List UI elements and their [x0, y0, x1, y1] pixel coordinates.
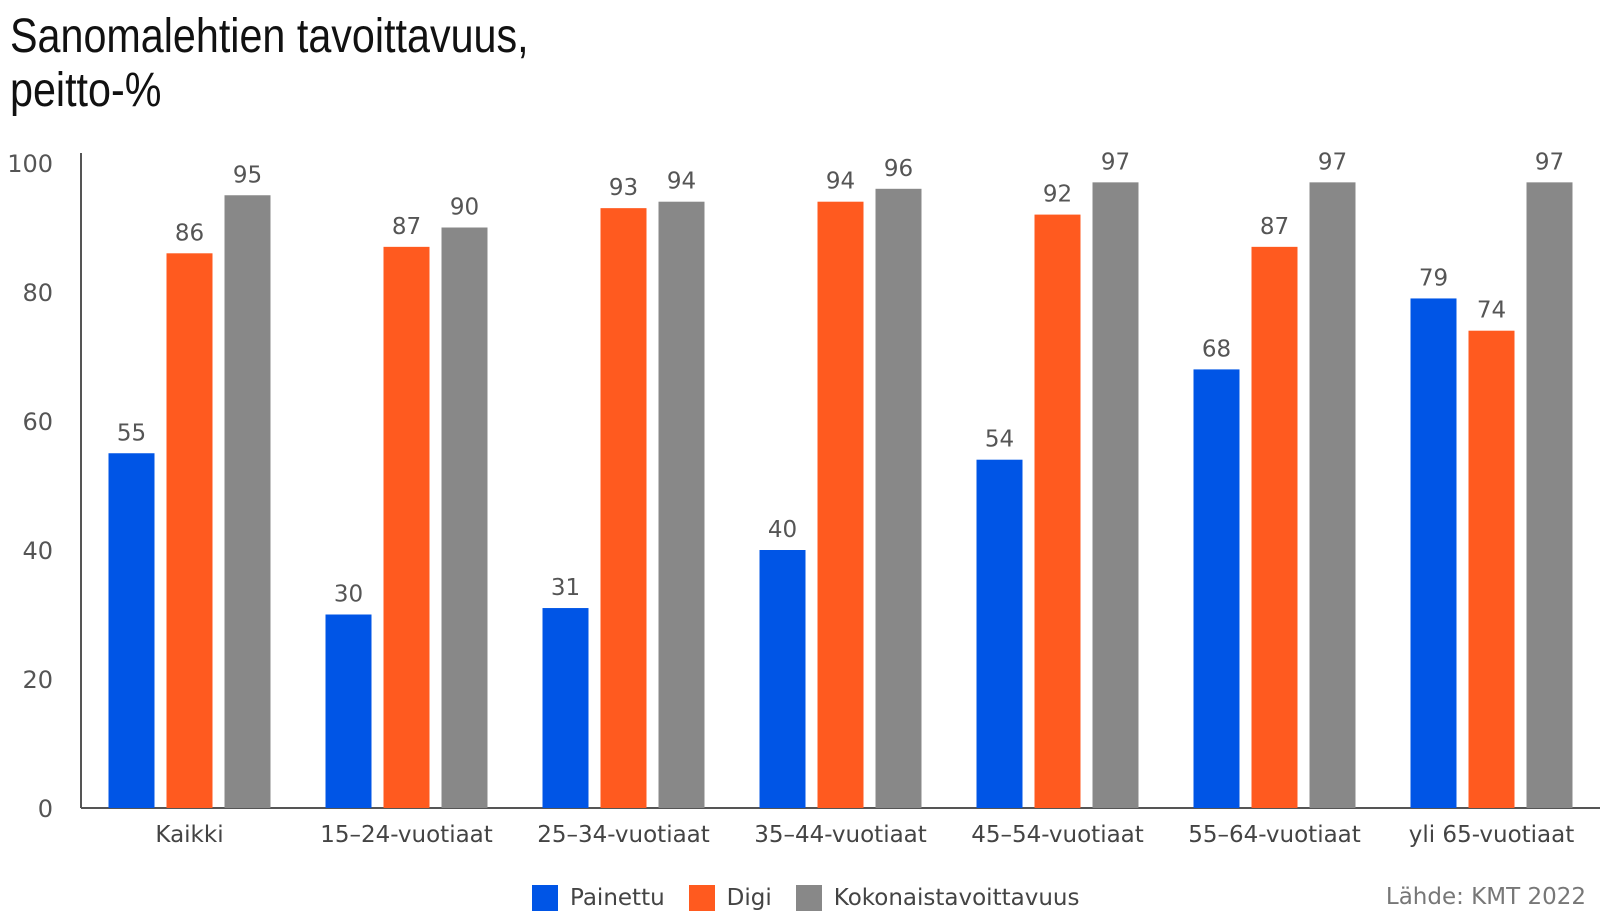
- bar-kokonaistavoittavuus-0: [224, 195, 271, 808]
- bar-kokonaistavoittavuus-1: [441, 227, 488, 808]
- chart-title: Sanomalehtien tavoittavuus, peitto-%: [10, 10, 529, 118]
- bar-painettu-4: [976, 459, 1023, 808]
- data-label: 31: [551, 575, 580, 601]
- x-tick-label: 35–44-vuotiaat: [754, 822, 927, 848]
- bar-painettu-5: [1193, 369, 1240, 808]
- data-label: 95: [233, 162, 262, 188]
- y-tick-label: 100: [7, 150, 53, 178]
- x-tick-label: yli 65-vuotiaat: [1409, 822, 1575, 848]
- legend-label-kokonaistavoittavuus: Kokonaistavoittavuus: [833, 885, 1080, 911]
- legend-swatch-kokonaistavoittavuus: [795, 885, 822, 911]
- bar-digi-1: [383, 246, 430, 809]
- x-tick-label: 25–34-vuotiaat: [537, 822, 710, 848]
- bar-kokonaistavoittavuus-2: [658, 201, 705, 808]
- source-note: Lähde: KMT 2022: [1385, 884, 1586, 910]
- data-label: 55: [117, 420, 146, 446]
- bar-digi-4: [1034, 214, 1081, 809]
- legend-item-kokonaistavoittavuus: Kokonaistavoittavuus: [795, 885, 1080, 911]
- chart-title-line1: Sanomalehtien tavoittavuus,: [10, 10, 529, 63]
- data-label: 54: [985, 427, 1014, 453]
- legend-swatch-digi: [688, 885, 715, 911]
- legend-swatch-painettu: [532, 885, 558, 911]
- x-tick-label: 55–64-vuotiaat: [1188, 822, 1361, 848]
- bar-digi-0: [166, 253, 213, 809]
- data-label: 90: [450, 195, 479, 221]
- data-label: 74: [1477, 298, 1506, 324]
- y-tick-label: 80: [22, 279, 53, 307]
- data-label: 94: [667, 169, 696, 195]
- legend-label-digi: Digi: [726, 885, 772, 911]
- data-label: 93: [609, 175, 638, 201]
- data-label: 94: [826, 169, 855, 195]
- bar-digi-6: [1468, 330, 1515, 808]
- data-label: 92: [1043, 182, 1072, 208]
- x-tick-label: Kaikki: [155, 822, 223, 848]
- data-label: 68: [1202, 336, 1231, 362]
- legend-item-painettu: Painettu: [532, 885, 665, 911]
- data-label: 79: [1419, 265, 1448, 291]
- x-tick-label: 15–24-vuotiaat: [320, 822, 493, 848]
- y-tick-label: 20: [22, 666, 53, 694]
- data-label: 96: [884, 156, 913, 182]
- bar-digi-2: [600, 208, 647, 808]
- data-label: 86: [175, 220, 204, 246]
- bar-kokonaistavoittavuus-5: [1309, 182, 1356, 809]
- data-label: 97: [1318, 149, 1347, 175]
- data-label: 30: [334, 582, 363, 608]
- data-label: 40: [768, 517, 797, 543]
- bar-digi-3: [817, 201, 864, 808]
- data-label: 97: [1535, 149, 1564, 175]
- bar-kokonaistavoittavuus-4: [1092, 182, 1139, 809]
- y-tick-label: 0: [38, 795, 53, 823]
- bar-digi-5: [1251, 246, 1298, 809]
- data-label: 87: [392, 214, 421, 240]
- y-tick-label: 60: [22, 408, 53, 436]
- x-tick-label: 45–54-vuotiaat: [971, 822, 1144, 848]
- bar-painettu-1: [325, 614, 372, 808]
- bar-painettu-2: [542, 608, 589, 808]
- bar-painettu-3: [759, 550, 806, 808]
- chart-title-line2: peitto-%: [10, 64, 162, 117]
- bar-kokonaistavoittavuus-3: [875, 188, 922, 809]
- data-label: 87: [1260, 214, 1289, 240]
- legend-item-digi: Digi: [688, 885, 772, 911]
- legend: Painettu Digi Kokonaistavoittavuus: [532, 885, 1093, 911]
- bar-painettu-0: [108, 453, 155, 808]
- data-label: 97: [1101, 149, 1130, 175]
- y-tick-label: 40: [22, 537, 53, 565]
- bar-painettu-6: [1410, 298, 1457, 808]
- legend-label-painettu: Painettu: [570, 885, 665, 911]
- bar-kokonaistavoittavuus-6: [1526, 182, 1573, 809]
